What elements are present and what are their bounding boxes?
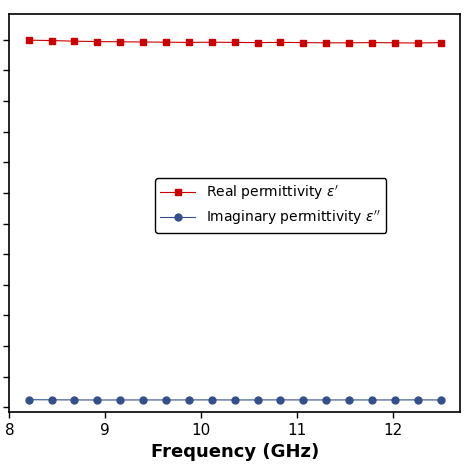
Real permittivity $\varepsilon'$ bbox=[140, 39, 146, 45]
Real permittivity $\varepsilon'$ bbox=[323, 40, 329, 46]
Imaginary permittivity $\varepsilon''$ bbox=[94, 397, 100, 403]
Real permittivity $\varepsilon'$ bbox=[209, 39, 215, 45]
Real permittivity $\varepsilon'$ bbox=[232, 39, 237, 45]
Imaginary permittivity $\varepsilon''$ bbox=[72, 397, 77, 403]
Real permittivity $\varepsilon'$ bbox=[186, 39, 191, 45]
Real permittivity $\varepsilon'$ bbox=[392, 40, 398, 46]
Real permittivity $\varepsilon'$ bbox=[346, 40, 352, 46]
Real permittivity $\varepsilon'$ bbox=[415, 40, 420, 46]
Imaginary permittivity $\varepsilon''$ bbox=[186, 397, 191, 403]
Line: Imaginary permittivity $\varepsilon''$: Imaginary permittivity $\varepsilon''$ bbox=[25, 396, 444, 403]
Imaginary permittivity $\varepsilon''$ bbox=[163, 397, 169, 403]
Real permittivity $\varepsilon'$ bbox=[255, 40, 260, 46]
Imaginary permittivity $\varepsilon''$ bbox=[140, 397, 146, 403]
Imaginary permittivity $\varepsilon''$ bbox=[278, 397, 283, 403]
Real permittivity $\varepsilon'$ bbox=[301, 40, 306, 46]
Imaginary permittivity $\varepsilon''$ bbox=[369, 397, 375, 403]
Imaginary permittivity $\varepsilon''$ bbox=[392, 397, 398, 403]
Imaginary permittivity $\varepsilon''$ bbox=[118, 397, 123, 403]
Real permittivity $\varepsilon'$ bbox=[163, 39, 169, 45]
Imaginary permittivity $\varepsilon''$ bbox=[26, 397, 31, 402]
Real permittivity $\varepsilon'$ bbox=[72, 38, 77, 44]
Imaginary permittivity $\varepsilon''$ bbox=[209, 397, 215, 403]
Imaginary permittivity $\varepsilon''$ bbox=[49, 397, 55, 402]
Imaginary permittivity $\varepsilon''$ bbox=[301, 397, 306, 403]
Legend: Real permittivity $\varepsilon'$, Imaginary permittivity $\varepsilon''$: Real permittivity $\varepsilon'$, Imagin… bbox=[155, 178, 386, 233]
Imaginary permittivity $\varepsilon''$ bbox=[415, 397, 420, 403]
Imaginary permittivity $\varepsilon''$ bbox=[346, 397, 352, 403]
Real permittivity $\varepsilon'$ bbox=[438, 40, 444, 46]
Imaginary permittivity $\varepsilon''$ bbox=[438, 397, 444, 403]
Real permittivity $\varepsilon'$ bbox=[278, 39, 283, 45]
Real permittivity $\varepsilon'$ bbox=[49, 38, 55, 44]
X-axis label: Frequency (GHz): Frequency (GHz) bbox=[151, 443, 319, 461]
Line: Real permittivity $\varepsilon'$: Real permittivity $\varepsilon'$ bbox=[25, 36, 444, 46]
Real permittivity $\varepsilon'$ bbox=[369, 40, 375, 46]
Imaginary permittivity $\varepsilon''$ bbox=[232, 397, 237, 403]
Real permittivity $\varepsilon'$ bbox=[26, 37, 31, 43]
Real permittivity $\varepsilon'$ bbox=[118, 39, 123, 45]
Imaginary permittivity $\varepsilon''$ bbox=[323, 397, 329, 403]
Real permittivity $\varepsilon'$ bbox=[94, 39, 100, 45]
Imaginary permittivity $\varepsilon''$ bbox=[255, 397, 260, 403]
